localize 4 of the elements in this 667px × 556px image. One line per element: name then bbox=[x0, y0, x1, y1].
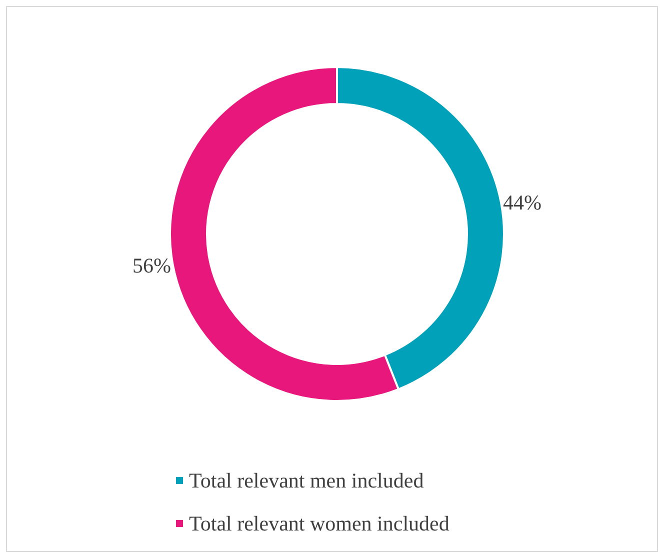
data-label: 56% bbox=[132, 254, 171, 278]
data-label: 44% bbox=[503, 190, 542, 214]
legend-label: Total relevant men included bbox=[189, 468, 424, 492]
legend-label: Total relevant women included bbox=[189, 512, 450, 536]
